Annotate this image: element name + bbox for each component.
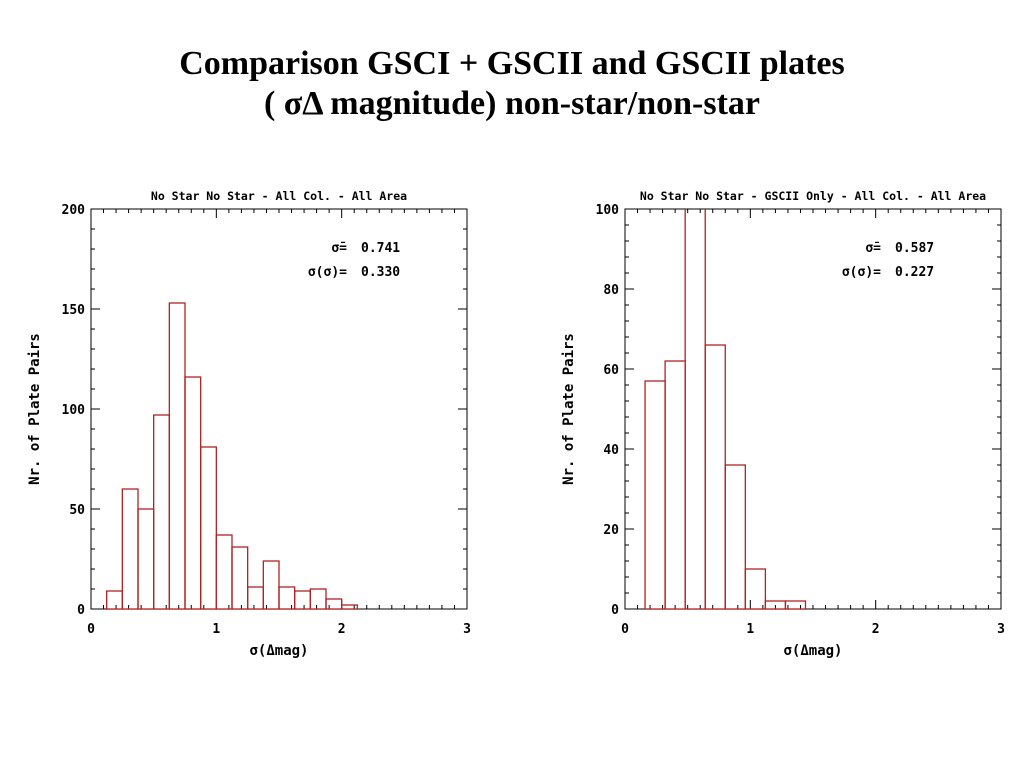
- annotation-label: σ̄=: [865, 241, 881, 256]
- histogram-bar: [784, 600, 807, 609]
- y-tick-label: 100: [596, 203, 620, 218]
- histogram-bar: [247, 586, 264, 609]
- x-tick-label: 3: [997, 622, 1005, 637]
- chart-title: No Star No Star - All Col. - All Area: [151, 189, 407, 203]
- annotation-value: 0.587: [895, 241, 934, 256]
- histogram-bar: [262, 560, 280, 609]
- x-axis-label: σ(Δmag): [783, 643, 842, 659]
- x-tick-label: 2: [338, 622, 346, 637]
- x-tick-label: 1: [212, 622, 220, 637]
- y-tick-label: 80: [603, 283, 619, 298]
- histogram-bar: [200, 446, 217, 609]
- histogram-bar: [215, 534, 233, 609]
- annotation-value: 0.330: [361, 265, 400, 280]
- y-tick-label: 0: [611, 603, 619, 618]
- x-tick-label: 0: [621, 622, 629, 637]
- histogram-bar: [294, 590, 311, 609]
- histogram-bar: [724, 464, 746, 609]
- slide-title-line-2: ( σΔ magnitude) non-star/non-star: [263, 85, 760, 122]
- histogram-bar: [278, 586, 296, 609]
- y-axis-label: Nr. of Plate Pairs: [561, 333, 577, 485]
- histogram-bar: [341, 604, 358, 609]
- histogram-bar: [121, 488, 139, 609]
- annotation-label: σ̄=: [331, 241, 347, 256]
- annotation-label: σ(σ)=: [842, 265, 881, 280]
- histogram-bar: [184, 376, 202, 609]
- x-tick-label: 3: [463, 622, 471, 637]
- x-tick-label: 2: [872, 622, 880, 637]
- y-tick-label: 60: [603, 363, 619, 378]
- x-axis-label: σ(Δmag): [249, 643, 308, 659]
- y-axis-label: Nr. of Plate Pairs: [27, 333, 43, 485]
- histogram-bar: [744, 568, 767, 609]
- slide-title: Comparison GSCI + GSCII and GSCII plates…: [0, 44, 1024, 124]
- y-tick-label: 20: [603, 523, 619, 538]
- histogram-bars: [644, 209, 807, 609]
- histogram-chart-1: No Star No Star - All Col. - All Area 0 1 2…: [27, 189, 471, 659]
- chart-title: No Star No Star - GSCII Only - All Col. …: [640, 189, 986, 203]
- histogram-bar: [704, 344, 726, 609]
- histogram-chart-2: No Star No Star - GSCII Only - All Col. …: [561, 189, 1005, 659]
- slide-title-line-1: Comparison GSCI + GSCII and GSCII plates: [179, 45, 845, 82]
- y-tick-label: 200: [62, 203, 86, 218]
- x-tick-label: 0: [87, 622, 95, 637]
- histogram-bar: [684, 209, 706, 609]
- histogram-bar: [325, 598, 343, 609]
- histogram-bar: [168, 302, 186, 609]
- histogram-bar: [309, 588, 327, 609]
- histogram-bar: [137, 508, 155, 609]
- y-tick-label: 100: [62, 403, 86, 418]
- y-tick-label: 0: [77, 603, 85, 618]
- annotation-value: 0.227: [895, 265, 934, 280]
- histogram-bar: [644, 380, 666, 609]
- x-tick-label: 1: [746, 622, 754, 637]
- histogram-bar: [153, 414, 170, 609]
- y-tick-label: 50: [69, 503, 85, 518]
- y-tick-label: 150: [62, 303, 86, 318]
- y-tick-label: 40: [603, 443, 619, 458]
- histogram-bar: [106, 590, 123, 609]
- annotation-label: σ(σ)=: [308, 265, 347, 280]
- plot-frame: [90, 208, 468, 610]
- plot-frame: [624, 208, 1002, 610]
- histogram-bar: [664, 360, 686, 609]
- histogram-bars: [106, 302, 358, 609]
- annotation-value: 0.741: [361, 241, 400, 256]
- histogram-bar: [231, 546, 249, 609]
